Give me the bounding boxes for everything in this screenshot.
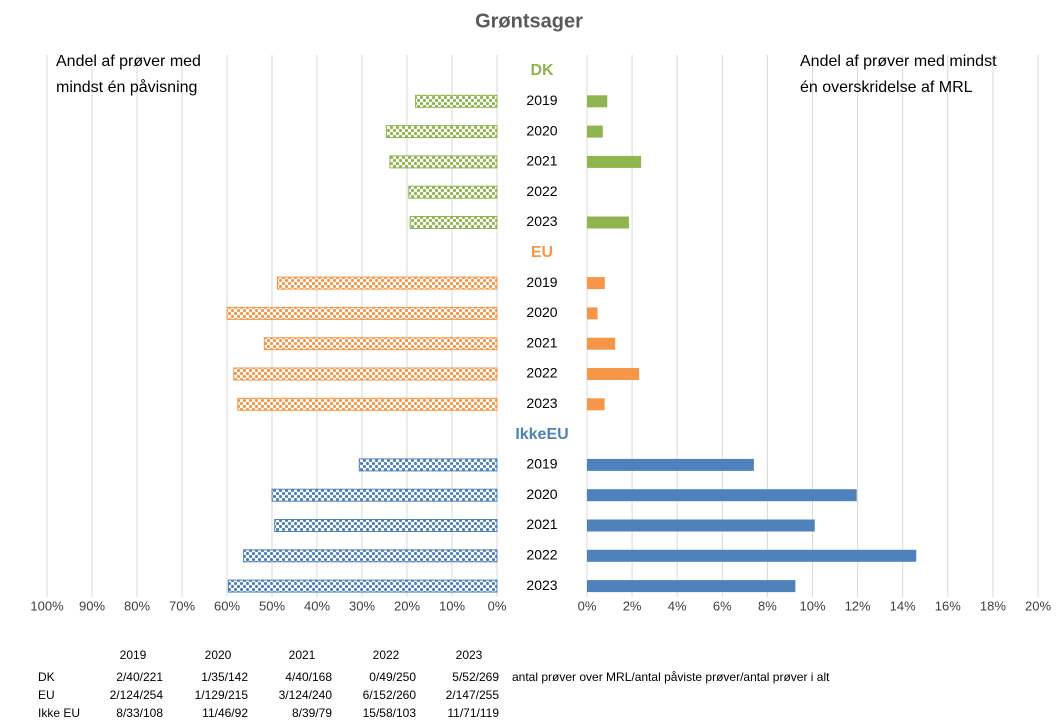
table-cell: 2/40/221 xyxy=(116,670,163,684)
right-bar xyxy=(587,398,605,411)
table-cell: 0/49/250 xyxy=(369,670,416,684)
table-cell: 11/71/119 xyxy=(447,706,499,720)
left-bar xyxy=(276,276,498,290)
table-row-label: DK xyxy=(38,670,55,684)
left-axis-label: Andel af prøver med xyxy=(56,53,201,70)
x-tick-label: 10% xyxy=(439,598,465,613)
table-header: 2022 xyxy=(373,648,400,662)
y-tick-label: 2020 xyxy=(526,486,557,502)
y-tick-label: 2022 xyxy=(526,547,557,563)
right-bar xyxy=(587,155,642,168)
table-cell: 8/33/108 xyxy=(116,706,163,720)
x-tick-label: 18% xyxy=(980,598,1006,613)
left-bar xyxy=(271,488,498,502)
left-bar xyxy=(227,579,498,593)
table-cell: 8/39/79 xyxy=(292,706,332,720)
x-tick-label: 20% xyxy=(394,598,420,613)
table-cell: 1/129/215 xyxy=(195,688,249,702)
group-label: IkkeEU xyxy=(515,426,568,443)
right-bar xyxy=(587,368,640,380)
right-bar xyxy=(587,519,815,532)
y-tick-label: 2020 xyxy=(526,304,557,320)
x-tick-label: 0% xyxy=(578,598,597,613)
table-cell: 4/40/168 xyxy=(285,670,332,684)
left-bar xyxy=(237,397,498,411)
left-bar xyxy=(274,519,498,532)
left-bar xyxy=(263,337,498,351)
table-cell: 1/35/142 xyxy=(201,670,248,684)
table-cell: 5/52/269 xyxy=(452,670,499,684)
x-tick-label: 4% xyxy=(668,598,687,613)
x-tick-label: 70% xyxy=(169,598,195,613)
y-tick-label: 2021 xyxy=(526,516,557,532)
x-tick-label: 6% xyxy=(713,598,732,613)
x-tick-label: 2% xyxy=(623,598,642,613)
table-cell: 15/58/103 xyxy=(363,706,417,720)
left-bar xyxy=(385,125,498,139)
x-tick-label: 0% xyxy=(488,598,507,613)
table-cell: 3/124/240 xyxy=(279,688,333,702)
right-bar xyxy=(587,277,605,290)
table-note: antal prøver over MRL/antal påviste prøv… xyxy=(512,670,830,684)
chart-title: Grøntsager xyxy=(475,10,583,32)
table-header: 2021 xyxy=(289,648,316,662)
x-tick-label: 16% xyxy=(935,598,961,613)
right-axis-label: Andel af prøver med mindst xyxy=(800,53,997,70)
table-cell: 6/152/260 xyxy=(363,688,417,702)
x-tick-label: 100% xyxy=(30,598,64,613)
left-bar xyxy=(358,458,498,472)
right-bar xyxy=(587,95,608,108)
left-bar xyxy=(408,185,498,199)
y-tick-label: 2019 xyxy=(526,456,557,472)
x-tick-label: 90% xyxy=(79,598,105,613)
table-row-label: EU xyxy=(38,688,55,702)
x-tick-label: 14% xyxy=(890,598,916,613)
table-header: 2023 xyxy=(456,648,483,662)
y-tick-label: 2023 xyxy=(526,577,557,593)
right-bar xyxy=(587,125,603,138)
left-bar xyxy=(243,549,498,563)
x-tick-label: 10% xyxy=(799,598,825,613)
x-tick-label: 8% xyxy=(758,598,777,613)
x-tick-label: 50% xyxy=(259,598,285,613)
left-bar xyxy=(409,216,498,229)
right-bar xyxy=(587,337,616,350)
x-tick-label: 12% xyxy=(845,598,871,613)
table-header: 2019 xyxy=(120,648,147,662)
right-bar xyxy=(587,489,857,502)
right-axis-label: én overskridelse af MRL xyxy=(800,79,973,96)
group-label: DK xyxy=(530,62,554,79)
y-tick-label: 2022 xyxy=(526,183,557,199)
x-tick-label: 80% xyxy=(124,598,150,613)
left-axis-label: mindst én påvisning xyxy=(56,78,197,96)
left-bar xyxy=(389,155,498,169)
y-tick-label: 2023 xyxy=(526,213,557,229)
x-tick-label: 20% xyxy=(1025,598,1051,613)
y-tick-label: 2019 xyxy=(526,92,557,108)
table-cell: 2/147/255 xyxy=(446,688,500,702)
right-bar xyxy=(587,458,754,471)
table-header: 2020 xyxy=(205,648,232,662)
right-bar xyxy=(587,549,917,562)
x-tick-label: 60% xyxy=(214,598,240,613)
x-tick-label: 30% xyxy=(349,598,375,613)
left-bar xyxy=(233,367,498,381)
y-tick-label: 2021 xyxy=(526,334,557,350)
table-row-label: Ikke EU xyxy=(38,706,80,720)
right-bar xyxy=(587,307,598,320)
table-cell: 2/124/254 xyxy=(110,688,164,702)
right-bar xyxy=(587,216,629,229)
y-tick-label: 2021 xyxy=(526,153,557,169)
group-label: EU xyxy=(531,244,553,261)
y-tick-label: 2020 xyxy=(526,122,557,138)
x-tick-label: 40% xyxy=(304,598,330,613)
y-tick-label: 2022 xyxy=(526,365,557,381)
y-tick-label: 2023 xyxy=(526,395,557,411)
left-bar xyxy=(415,94,498,108)
left-bar xyxy=(226,306,498,320)
y-tick-label: 2019 xyxy=(526,274,557,290)
table-cell: 11/46/92 xyxy=(202,706,248,720)
right-bar xyxy=(587,580,796,593)
